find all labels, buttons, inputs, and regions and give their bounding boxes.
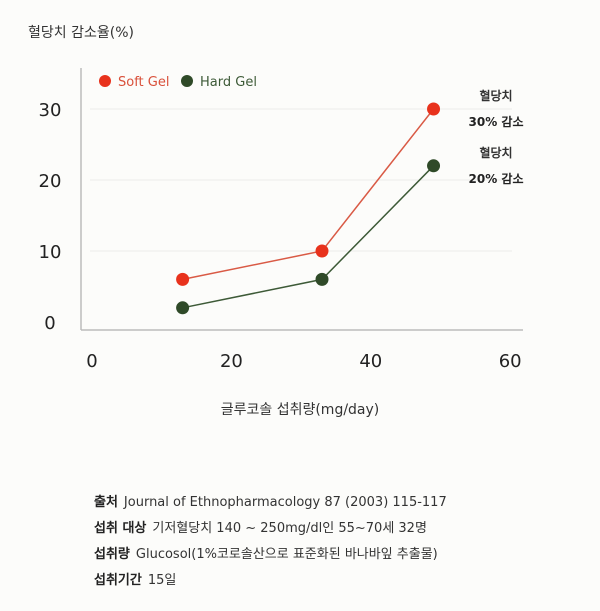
study-info: 출처 Journal of Ethnopharmacology 87 (2003)… xyxy=(94,490,447,594)
y-tick-label: 0 xyxy=(44,313,55,334)
info-value: 15일 xyxy=(147,573,177,588)
data-point xyxy=(427,102,441,116)
data-point xyxy=(315,272,329,286)
info-key: 출처 xyxy=(94,495,118,510)
legend-label: Hard Gel xyxy=(200,75,257,90)
x-tick-label: 0 xyxy=(86,351,97,372)
x-tick-label: 60 xyxy=(499,351,522,372)
legend-label: Soft Gel xyxy=(118,75,169,90)
y-tick-label: 30 xyxy=(39,100,62,121)
series-line-hard-gel xyxy=(182,165,435,309)
info-value: Glucosol(1%코로솔산으로 표준화된 바나바잎 추출물) xyxy=(135,547,438,562)
series-line-soft-gel xyxy=(182,108,435,281)
info-key: 섭취 대상 xyxy=(94,521,147,536)
data-point xyxy=(176,272,190,286)
annotation-line2: 30% 감소 xyxy=(469,114,524,129)
legend-marker xyxy=(181,75,193,87)
y-tick-label: 20 xyxy=(39,171,62,192)
y-tick-label: 10 xyxy=(39,242,62,263)
x-axis-label: 글루코솔 섭취량(mg/day) xyxy=(220,402,380,418)
annotation-line1: 혈당치 xyxy=(479,88,512,103)
x-tick-label: 20 xyxy=(220,351,243,372)
annotation-line1: 혈당치 xyxy=(479,145,512,160)
data-point xyxy=(315,244,329,258)
info-row-subjects: 섭취 대상 기저혈당치 140 ~ 250mg/dl인 55~70세 32명 xyxy=(94,516,447,542)
annotation-line2: 20% 감소 xyxy=(469,171,524,186)
info-row-duration: 섭취기간 15일 xyxy=(94,568,447,594)
x-tick-label: 40 xyxy=(359,351,382,372)
info-value: 기저혈당치 140 ~ 250mg/dl인 55~70세 32명 xyxy=(152,521,427,536)
info-value: Journal of Ethnopharmacology 87 (2003) 1… xyxy=(123,495,447,510)
info-key: 섭취기간 xyxy=(94,573,142,588)
info-key: 섭취량 xyxy=(94,547,130,562)
data-point xyxy=(427,159,441,173)
data-point xyxy=(176,301,190,315)
y-axis-label: 혈당치 감소율(%) xyxy=(28,25,134,41)
info-row-source: 출처 Journal of Ethnopharmacology 87 (2003)… xyxy=(94,490,447,516)
legend-marker xyxy=(99,75,111,87)
info-row-dose: 섭취량 Glucosol(1%코로솔산으로 표준화된 바나바잎 추출물) xyxy=(94,542,447,568)
